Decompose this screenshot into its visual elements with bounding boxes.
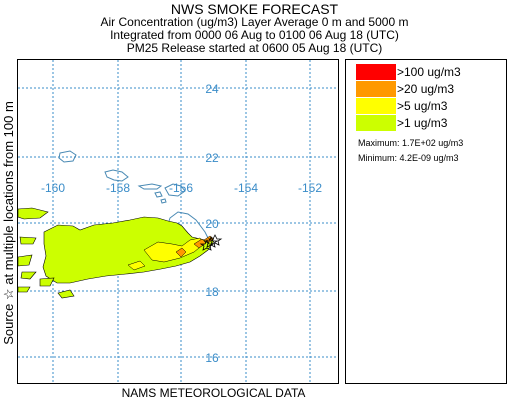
release-info: PM25 Release started at 0600 05 Aug 18 (… xyxy=(126,41,383,55)
plume-patch xyxy=(20,271,37,280)
legend-swatch xyxy=(356,98,396,114)
legend-label: >1 ug/m3 xyxy=(397,116,448,130)
legend-item-5: >5 ug/m3 xyxy=(356,98,506,114)
integration-period: Integrated from 0000 06 Aug to 0100 06 A… xyxy=(110,28,399,42)
island-kauai xyxy=(58,150,77,163)
legend-label: >100 ug/m3 xyxy=(397,65,461,79)
smoke-map: 24 22 20 18 16 -160 -158 -156 -154 -152 xyxy=(17,59,339,384)
plume-patch xyxy=(18,286,31,293)
plume-patch xyxy=(39,277,55,287)
lat-label: 22 xyxy=(205,151,219,165)
legend-swatch xyxy=(356,64,396,80)
lat-label: 16 xyxy=(205,351,219,365)
island-kahoolawe xyxy=(160,198,167,204)
concentration-subtitle: Air Concentration (ug/m3) Layer Average … xyxy=(100,15,409,29)
latitude-labels: 24 22 20 18 16 xyxy=(205,82,219,365)
source-location-label: Source ☆ at multiple locations from 100 … xyxy=(1,60,16,386)
island-molokai xyxy=(137,183,163,190)
plume-patch xyxy=(18,254,33,267)
meteorological-data-label: NAMS METEOROLOGICAL DATA xyxy=(121,386,306,400)
source-location-text: Source ☆ at multiple locations from 100 … xyxy=(1,101,16,345)
minimum-value: Minimum: 4.2E-09 ug/m3 xyxy=(358,153,459,163)
legend-swatch xyxy=(356,81,396,97)
source-star-icon xyxy=(207,234,223,246)
plume-level-1 xyxy=(18,207,215,299)
legend-label: >5 ug/m3 xyxy=(397,99,448,113)
forecast-title: NWS SMOKE FORECAST xyxy=(170,1,339,17)
lon-label: -154 xyxy=(234,181,258,195)
lat-label: 20 xyxy=(205,217,219,231)
plume-patch xyxy=(19,236,37,245)
source-star-icon xyxy=(199,239,215,251)
concentration-legend: >100 ug/m3 >20 ug/m3 >5 ug/m3 >1 ug/m3 M… xyxy=(345,59,507,384)
plume-patch xyxy=(18,207,49,220)
island-lanai xyxy=(154,191,163,198)
lon-label: -152 xyxy=(298,181,322,195)
legend-item-20: >20 ug/m3 xyxy=(356,81,506,97)
map-canvas: 24 22 20 18 16 -160 -158 -156 -154 -152 xyxy=(18,60,338,383)
plume-patch xyxy=(127,260,146,271)
island-maui xyxy=(164,183,186,197)
legend-item-100: >100 ug/m3 xyxy=(356,64,506,80)
lon-label: -156 xyxy=(169,181,193,195)
longitude-labels: -160 -158 -156 -154 -152 xyxy=(41,181,322,195)
island-oahu xyxy=(104,169,129,182)
maximum-value: Maximum: 1.7E+02 ug/m3 xyxy=(358,138,464,148)
legend-label: >20 ug/m3 xyxy=(397,82,455,96)
legend-item-1: >1 ug/m3 xyxy=(356,115,506,131)
lat-label: 18 xyxy=(205,285,219,299)
source-markers xyxy=(199,234,223,251)
lat-label: 24 xyxy=(205,82,219,96)
plume-patch xyxy=(175,247,187,258)
plume-patch xyxy=(57,289,75,299)
plume-patch xyxy=(193,238,207,249)
graticule xyxy=(18,60,338,383)
lon-label: -160 xyxy=(41,181,65,195)
legend-swatch xyxy=(356,115,396,131)
lon-label: -158 xyxy=(106,181,130,195)
